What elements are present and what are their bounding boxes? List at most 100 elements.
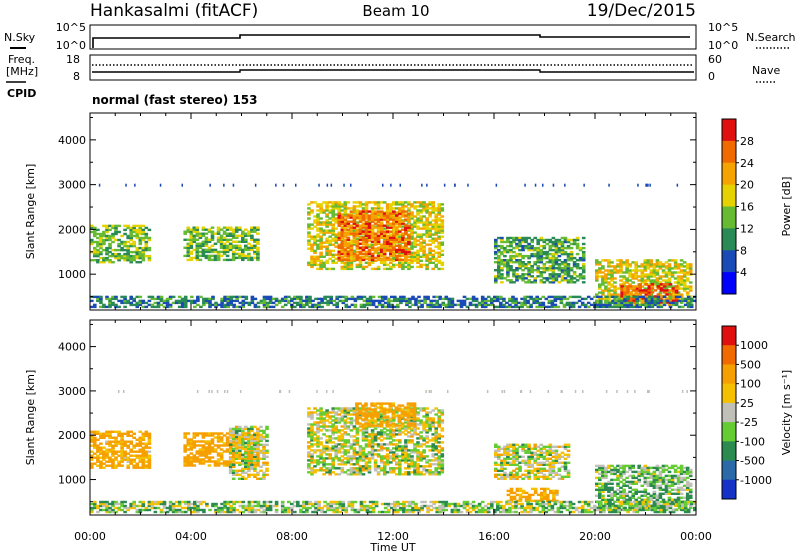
heatmap-cell <box>631 287 635 290</box>
heatmap-cell <box>250 238 254 241</box>
heatmap-cell <box>613 293 617 296</box>
heatmap-cell <box>352 210 357 213</box>
heatmap-cell <box>319 415 323 418</box>
heatmap-cell <box>337 201 341 204</box>
heatmap-cell <box>616 271 620 274</box>
heatmap-cell <box>135 248 140 252</box>
heatmap-cell <box>328 463 332 466</box>
heatmap-cell <box>368 295 373 299</box>
heatmap-cell <box>210 450 215 453</box>
heatmap-cell <box>195 248 200 252</box>
heatmap-cell <box>346 254 351 258</box>
heatmap-cell <box>341 295 346 299</box>
heatmap-cell <box>238 295 243 299</box>
heatmap-cell <box>670 259 675 262</box>
heatmap-cell <box>367 226 372 229</box>
heatmap-cell <box>235 295 239 299</box>
heatmap-cell <box>653 297 658 301</box>
heatmap-cell <box>219 234 224 237</box>
heatmap-cell <box>444 305 449 309</box>
heatmap-cell <box>410 259 414 262</box>
heatmap-cell <box>322 447 326 450</box>
heatmap-cell <box>234 230 239 233</box>
heatmap-cell <box>147 256 152 260</box>
heatmap-cell <box>352 467 357 470</box>
heatmap-cell <box>542 281 547 284</box>
heatmap-cell <box>108 254 112 258</box>
heatmap-cell <box>96 432 100 435</box>
heatmap-cell <box>250 456 254 459</box>
heatmap-cell <box>253 437 257 441</box>
heatmap-cell <box>228 471 233 474</box>
heatmap-cell <box>352 407 357 410</box>
heatmap-cell <box>193 305 197 309</box>
heatmap-cell <box>440 253 445 256</box>
heatmap-cell <box>117 242 121 246</box>
heatmap-cell <box>90 432 94 435</box>
heatmap-cell <box>431 201 435 204</box>
heatmap-cell <box>551 244 556 248</box>
heatmap-cell <box>628 295 632 298</box>
heatmap-cell <box>147 460 152 463</box>
heatmap-cell <box>426 305 430 309</box>
heatmap-cell <box>611 305 615 309</box>
heatmap-cell <box>536 259 540 262</box>
heatmap-cell <box>616 269 620 272</box>
heatmap-cell <box>319 437 323 440</box>
heatmap-cell <box>225 258 230 262</box>
heatmap-cell <box>96 252 100 256</box>
heatmap-cell <box>253 246 257 249</box>
heatmap-cell <box>683 297 688 301</box>
heatmap-cell <box>553 305 558 309</box>
heatmap-cell <box>99 240 103 244</box>
heatmap-cell <box>259 435 263 439</box>
heatmap-cell <box>638 293 642 296</box>
heatmap-cell <box>319 235 323 238</box>
heatmap-cell <box>307 203 311 206</box>
heatmap-cell <box>658 263 663 266</box>
heatmap-cell <box>560 267 565 270</box>
heatmap-cell <box>331 427 335 430</box>
heatmap-cell <box>474 303 479 307</box>
heatmap-cell <box>608 303 612 307</box>
heatmap-cell <box>569 256 574 260</box>
heatmap-cell <box>313 451 317 454</box>
heatmap-cell <box>664 281 669 284</box>
heatmap-cell <box>542 271 547 274</box>
heatmap-cell <box>138 254 143 258</box>
heatmap-cell <box>367 469 372 472</box>
heatmap-cell <box>316 229 320 232</box>
heatmap-cell <box>216 444 221 447</box>
heatmap-cell <box>144 246 149 250</box>
heatmap-cell <box>316 259 320 262</box>
heatmap-cell <box>316 245 320 248</box>
heatmap-cell <box>419 219 423 222</box>
heatmap-cell <box>241 434 245 437</box>
heatmap-cell <box>108 299 112 303</box>
heatmap-cell <box>557 267 562 270</box>
heatmap-cell <box>250 425 254 429</box>
heatmap-cell <box>331 259 335 262</box>
heatmap-cell <box>129 458 133 461</box>
nsky-tick-top: 10^5 <box>56 21 86 34</box>
heatmap-cell <box>144 446 149 449</box>
heatmap-cell <box>437 245 441 248</box>
heatmap-cell <box>435 301 439 305</box>
heatmap-cell <box>307 247 311 250</box>
heatmap-cell <box>509 269 513 272</box>
heatmap-cell <box>355 250 360 254</box>
heatmap-cell <box>496 297 500 301</box>
heatmap-cell <box>189 236 194 239</box>
heatmap-cell <box>676 279 681 282</box>
heatmap-cell <box>637 279 641 282</box>
heatmap-cell <box>346 231 351 234</box>
heatmap-cell <box>262 299 267 303</box>
heatmap-cell <box>244 295 249 299</box>
heatmap-cell <box>395 226 399 229</box>
heatmap-cell <box>231 236 236 239</box>
heatmap-cell <box>664 267 669 270</box>
heatmap-cell <box>668 293 673 296</box>
heatmap-cell <box>337 429 341 432</box>
heatmap-cell <box>376 437 381 440</box>
heatmap-cell <box>277 299 282 303</box>
